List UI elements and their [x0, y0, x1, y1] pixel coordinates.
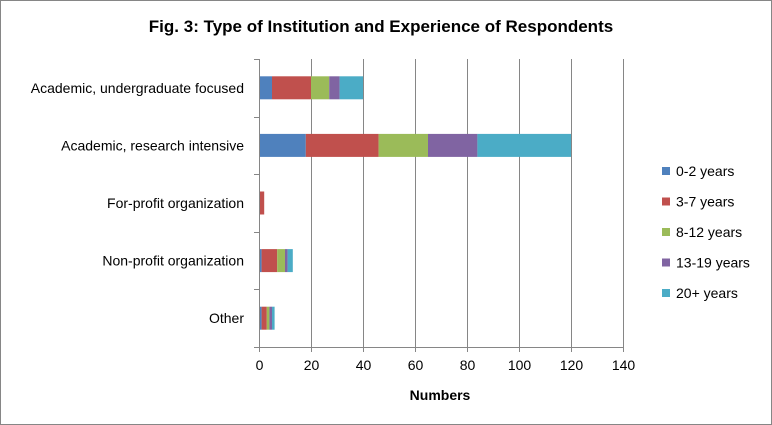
bar-segment [259, 76, 272, 100]
bar-segment [305, 133, 379, 157]
x-tick-label: 60 [408, 357, 424, 373]
bar-segment [378, 133, 428, 157]
bar-segment [261, 306, 267, 330]
bar-segment [259, 191, 265, 215]
category-label: For-profit organization [107, 195, 244, 211]
legend-swatch [662, 228, 670, 236]
x-tick-label: 80 [460, 357, 476, 373]
category-label: Other [209, 310, 244, 326]
bar-segment [259, 306, 262, 330]
legend-swatch [662, 167, 670, 175]
category-label: Academic, research intensive [61, 137, 244, 153]
bar-segment [269, 306, 272, 330]
x-tick-label: 40 [356, 357, 372, 373]
bar-segment [339, 76, 363, 100]
x-tick-label: 0 [256, 357, 264, 373]
x-tick-label: 20 [304, 357, 320, 373]
legend-swatch [662, 258, 670, 267]
legend-label: 20+ years [676, 285, 738, 301]
bar-segment [285, 249, 288, 273]
category-label: Non-profit organization [102, 253, 244, 269]
x-tick-label: 120 [560, 357, 584, 373]
grid-layer [311, 59, 624, 347]
bars-layer [259, 76, 571, 330]
bar-segment [477, 133, 571, 157]
bar-segment [261, 249, 278, 273]
category-label: Academic, undergraduate focused [31, 80, 244, 96]
x-tick-label: 140 [612, 357, 636, 373]
legend-swatch [662, 289, 670, 297]
bar-segment [266, 306, 270, 330]
bar-segment [272, 76, 311, 100]
bar-segment [277, 249, 285, 273]
legend-label: 3-7 years [676, 194, 734, 210]
bar-segment [259, 249, 262, 273]
bar-segment [428, 133, 478, 157]
bar-segment [259, 133, 306, 157]
x-axis-title: Numbers [410, 387, 471, 403]
bar-segment [272, 306, 275, 330]
legend-label: 8-12 years [676, 224, 742, 240]
x-tick-label: 100 [508, 357, 532, 373]
legend-label: 0-2 years [676, 163, 734, 179]
chart-title: Fig. 3: Type of Institution and Experien… [149, 17, 613, 36]
axis-layer: 0 20 40 60 80 100 120 140 Academic, undergraduat… [31, 59, 636, 373]
bar-segment [311, 76, 330, 100]
legend-swatch [662, 197, 670, 206]
bar-segment [287, 249, 293, 273]
bar-segment [329, 76, 340, 100]
legend: 0-2 years 3-7 years 8-12 years 13-19 years 2… [662, 163, 750, 301]
legend-label: 13-19 years [676, 255, 750, 271]
